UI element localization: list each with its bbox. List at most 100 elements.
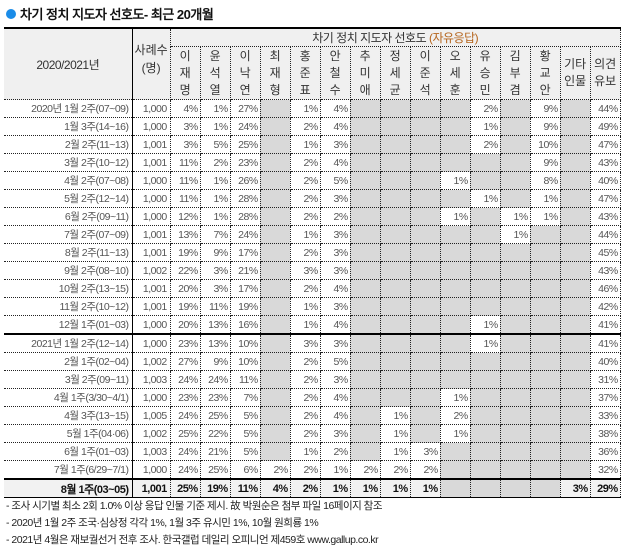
not-applicable-cell xyxy=(560,99,591,118)
not-applicable-cell xyxy=(260,171,291,190)
row-sample-size: 1,005 xyxy=(132,406,171,425)
not-applicable-cell xyxy=(260,117,291,136)
table-row: 1월 3주(14~16) 1,000 3% 1% 24% 2% 4% 1% 9% 49% xyxy=(4,117,621,136)
not-applicable-cell xyxy=(560,406,591,425)
not-applicable-cell xyxy=(410,189,441,208)
value-cell: 7% xyxy=(230,388,261,407)
table-row: 6월 1주(01~03) 1,003 24% 21% 5% 1% 2% 1% 3% 36% xyxy=(4,442,621,461)
value-cell: 3% xyxy=(320,424,351,443)
row-sample-size: 1,000 xyxy=(132,333,171,353)
value-cell: 4% xyxy=(320,117,351,136)
value-cell: 3% xyxy=(290,333,321,353)
not-applicable-cell xyxy=(530,388,561,407)
value-cell: 1% xyxy=(200,117,231,136)
not-applicable-cell xyxy=(500,352,531,371)
not-applicable-cell xyxy=(560,261,591,280)
table-row: 7월 1주(6/29~7/1) 1,000 24% 25% 6% 2% 2% 1% 2% 2% 2%… xyxy=(4,460,621,480)
not-applicable-cell xyxy=(410,243,441,262)
value-cell: 20% xyxy=(170,315,201,335)
not-applicable-cell xyxy=(380,370,411,389)
row-period: 2020년 1월 2주(07~09) xyxy=(4,99,133,118)
row-period: 4월 1주(3/30~4/1) xyxy=(4,388,133,407)
value-cell: 32% xyxy=(590,460,621,480)
value-cell: 49% xyxy=(590,117,621,136)
row-sample-size: 1,002 xyxy=(132,424,171,443)
value-cell: 2% xyxy=(290,388,321,407)
not-applicable-cell xyxy=(530,424,561,443)
not-applicable-cell xyxy=(410,279,441,298)
column-header: 의견유보 xyxy=(590,46,621,100)
not-applicable-cell xyxy=(260,135,291,154)
table-row: 2월 1주(02~04) 1,002 27% 9% 10% 2% 5% 40% xyxy=(4,352,621,371)
table-row: 5월 1주(04·06) 1,002 25% 22% 5% 2% 3% 1% 1% 38% xyxy=(4,424,621,443)
not-applicable-cell xyxy=(470,424,501,443)
value-cell: 43% xyxy=(590,153,621,172)
not-applicable-cell xyxy=(380,117,411,136)
not-applicable-cell xyxy=(470,207,501,226)
value-cell: 2% xyxy=(470,135,501,154)
not-applicable-cell xyxy=(350,370,381,389)
not-applicable-cell xyxy=(380,153,411,172)
value-cell: 13% xyxy=(200,333,231,353)
value-cell: 1% xyxy=(440,171,471,190)
not-applicable-cell xyxy=(560,171,591,190)
value-cell: 3% xyxy=(560,478,591,498)
not-applicable-cell xyxy=(380,99,411,118)
not-applicable-cell xyxy=(410,225,441,244)
not-applicable-cell xyxy=(500,333,531,353)
value-cell: 10% xyxy=(230,333,261,353)
row-sample-size: 1,003 xyxy=(132,442,171,461)
value-cell: 25% xyxy=(200,406,231,425)
not-applicable-cell xyxy=(410,207,441,226)
value-cell: 21% xyxy=(230,261,261,280)
column-header: 윤석열 xyxy=(200,46,231,100)
not-applicable-cell xyxy=(380,388,411,407)
column-header: 오세훈 xyxy=(440,46,471,100)
value-cell: 25% xyxy=(170,478,201,498)
not-applicable-cell xyxy=(440,279,471,298)
not-applicable-cell xyxy=(260,333,291,353)
value-cell: 2% xyxy=(290,352,321,371)
value-cell: 25% xyxy=(170,424,201,443)
row-sample-size: 1,000 xyxy=(132,99,171,118)
column-header-label: 추미애 xyxy=(359,48,371,97)
not-applicable-cell xyxy=(500,297,531,316)
column-header-label: 황교안 xyxy=(539,48,551,97)
not-applicable-cell xyxy=(530,225,561,244)
table-row: 2월 2주(11~13) 1,001 3% 5% 25% 1% 3% 2% 10% 47% xyxy=(4,135,621,154)
value-cell: 19% xyxy=(170,243,201,262)
not-applicable-cell xyxy=(470,460,501,480)
not-applicable-cell xyxy=(470,370,501,389)
value-cell: 47% xyxy=(590,135,621,154)
not-applicable-cell xyxy=(380,171,411,190)
value-cell: 1% xyxy=(530,207,561,226)
value-cell: 1% xyxy=(440,424,471,443)
row-period: 11월 2주(10~12) xyxy=(4,297,133,316)
column-header: 기타인물 xyxy=(560,46,591,100)
row-period: 2021년 1월 2주(12~14) xyxy=(4,333,133,353)
not-applicable-cell xyxy=(260,352,291,371)
not-applicable-cell xyxy=(260,370,291,389)
value-cell: 2% xyxy=(470,99,501,118)
page-title: 차기 정치 지도자 선호도- 최근 20개월 xyxy=(6,4,214,23)
column-header-label: 기타인물 xyxy=(564,57,587,88)
value-cell: 17% xyxy=(230,279,261,298)
not-applicable-cell xyxy=(410,135,441,154)
value-cell: 25% xyxy=(230,135,261,154)
table-row: 3월 2주(09~11) 1,003 24% 24% 11% 2% 3% 31% xyxy=(4,370,621,389)
value-cell: 1% xyxy=(470,315,501,335)
not-applicable-cell xyxy=(350,207,381,226)
value-cell: 3% xyxy=(170,117,201,136)
row-period: 9월 2주(08~10) xyxy=(4,261,133,280)
value-cell: 1% xyxy=(320,478,351,498)
value-cell: 40% xyxy=(590,352,621,371)
not-applicable-cell xyxy=(260,261,291,280)
value-cell: 4% xyxy=(320,153,351,172)
not-applicable-cell xyxy=(440,442,471,461)
value-cell: 1% xyxy=(380,442,411,461)
value-cell: 1% xyxy=(200,171,231,190)
not-applicable-cell xyxy=(410,370,441,389)
column-header: 홍준표 xyxy=(290,46,321,100)
not-applicable-cell xyxy=(380,135,411,154)
value-cell: 9% xyxy=(530,117,561,136)
